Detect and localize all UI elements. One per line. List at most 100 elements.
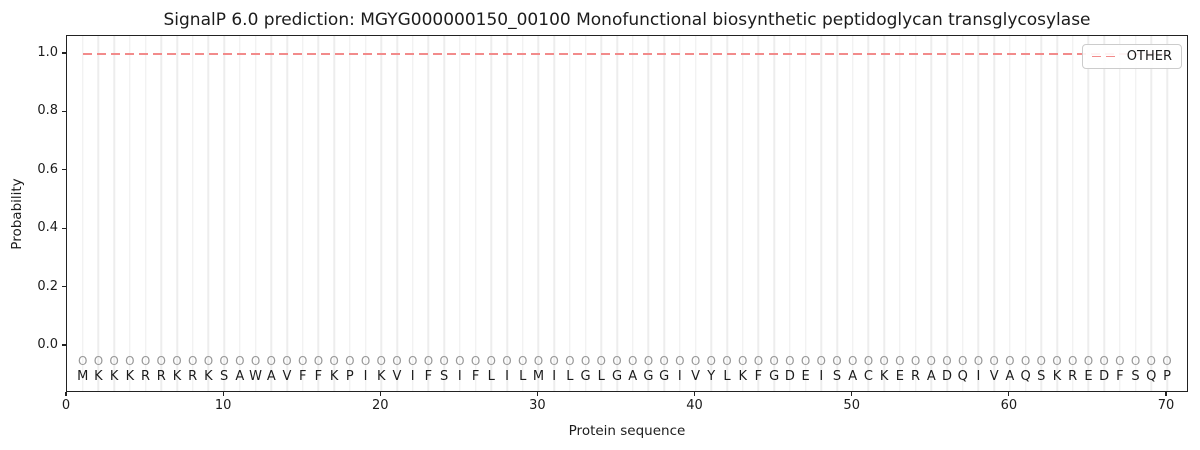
- legend-dashed-line-icon: [1091, 55, 1119, 58]
- residue-letter: S: [832, 369, 842, 385]
- gridline: [899, 36, 901, 391]
- residue-letter: L: [519, 369, 527, 385]
- residue-letter: G: [643, 369, 654, 385]
- residue-marker: O: [77, 354, 88, 369]
- y-tick: [62, 344, 66, 346]
- x-tick-label: 20: [372, 398, 389, 413]
- residue-marker: O: [643, 354, 654, 369]
- residue-letter: G: [611, 369, 623, 385]
- gridline: [773, 36, 775, 391]
- residue-letter: K: [329, 369, 339, 385]
- gridline: [867, 36, 870, 391]
- x-tick-label: 30: [529, 398, 546, 413]
- gridline: [129, 36, 131, 391]
- x-tick: [1165, 392, 1167, 396]
- y-tick: [62, 286, 66, 288]
- gridline: [490, 36, 493, 391]
- residue-marker: O: [580, 354, 591, 369]
- gridline: [506, 36, 508, 391]
- gridline: [1103, 36, 1105, 391]
- gridline: [349, 36, 351, 391]
- gridline: [270, 36, 273, 391]
- residue-letter: V: [392, 369, 402, 385]
- residue-marker: O: [470, 354, 481, 369]
- y-tick-label: 0.6: [37, 161, 58, 177]
- residue-marker: O: [1146, 354, 1157, 369]
- residue-marker: O: [187, 354, 198, 369]
- x-tick: [379, 392, 381, 396]
- x-tick-label: 10: [214, 398, 232, 413]
- y-tick: [62, 169, 66, 171]
- residue-marker: O: [266, 354, 277, 369]
- residue-marker: O: [816, 354, 827, 369]
- residue-marker: O: [533, 354, 544, 369]
- gridline: [883, 36, 885, 391]
- gridline: [380, 36, 383, 391]
- gridline: [254, 36, 257, 391]
- residue-marker: O: [203, 354, 214, 369]
- residue-letter: P: [345, 369, 354, 385]
- residue-letter: F: [754, 369, 763, 385]
- gridline: [1071, 36, 1074, 391]
- residue-letter: P: [1163, 369, 1171, 385]
- residue-letter: F: [314, 369, 323, 385]
- gridline: [930, 36, 933, 391]
- y-axis-label: Probability: [9, 178, 25, 250]
- residue-letter: I: [457, 369, 462, 385]
- residue-marker: O: [942, 354, 952, 369]
- legend: OTHER: [1081, 44, 1182, 69]
- gridline: [553, 36, 555, 391]
- residue-marker: O: [910, 354, 921, 369]
- residue-letter: I: [819, 369, 824, 385]
- residue-marker: O: [250, 354, 261, 369]
- residue-letter: M: [77, 369, 89, 385]
- residue-marker: O: [895, 354, 905, 369]
- y-tick-label: 0.4: [37, 220, 58, 236]
- residue-letter: Q: [1146, 369, 1157, 385]
- residue-letter: C: [863, 369, 873, 385]
- gridline: [521, 36, 524, 391]
- gridline: [411, 36, 414, 391]
- gridline: [239, 36, 241, 391]
- residue-letter: K: [172, 369, 182, 385]
- y-tick: [62, 227, 66, 229]
- residue-letter: R: [911, 369, 921, 385]
- residue-letter: A: [848, 369, 858, 385]
- residue-letter: F: [298, 369, 307, 385]
- residue-letter: F: [471, 369, 480, 385]
- residue-marker: O: [376, 354, 387, 369]
- residue-marker: O: [1130, 354, 1141, 369]
- gridline: [396, 36, 398, 391]
- y-tick-label: 0.8: [37, 103, 58, 119]
- residue-marker: O: [439, 354, 449, 369]
- residue-marker: O: [596, 354, 607, 369]
- other-probability-line: [82, 53, 1167, 55]
- gridline: [317, 36, 320, 391]
- residue-letter: V: [282, 369, 292, 385]
- residue-letter: K: [204, 369, 213, 385]
- gridline: [757, 36, 760, 391]
- residue-marker: O: [486, 354, 497, 369]
- gridline: [1024, 36, 1027, 391]
- gridline: [97, 36, 100, 391]
- gridline: [631, 36, 634, 391]
- gridline: [569, 36, 571, 391]
- residue-marker: O: [297, 354, 308, 369]
- residue-letter: A: [926, 369, 936, 385]
- residue-marker: O: [1162, 354, 1172, 369]
- residue-letter: G: [769, 369, 780, 385]
- gridline: [993, 36, 995, 391]
- residue-marker: O: [329, 354, 339, 369]
- residue-letter: R: [188, 369, 198, 385]
- residue-marker: O: [706, 354, 717, 369]
- gridline: [1119, 36, 1121, 391]
- x-tick-label: 40: [686, 398, 703, 413]
- residue-marker: O: [675, 354, 685, 369]
- residue-marker: O: [863, 354, 874, 369]
- residue-letter: L: [566, 369, 574, 385]
- gridline: [1040, 36, 1043, 391]
- residue-marker: O: [1067, 354, 1078, 369]
- y-tick-label: 1.0: [37, 45, 58, 61]
- residue-letter: E: [895, 369, 904, 385]
